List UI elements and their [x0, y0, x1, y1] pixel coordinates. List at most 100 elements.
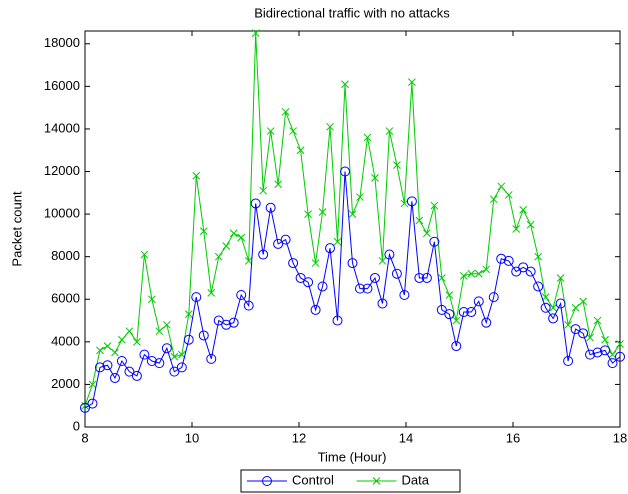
marker — [289, 127, 297, 135]
marker — [571, 303, 580, 312]
marker — [533, 281, 544, 292]
marker — [406, 196, 417, 207]
marker — [103, 342, 112, 350]
marker — [541, 293, 550, 301]
marker — [555, 298, 566, 309]
marker — [362, 283, 373, 294]
marker — [444, 309, 455, 320]
marker — [512, 225, 521, 233]
marker — [155, 327, 164, 336]
marker — [131, 370, 142, 381]
legend-marker — [372, 477, 381, 485]
marker — [198, 330, 209, 341]
marker — [341, 80, 349, 89]
marker — [222, 242, 231, 250]
marker — [184, 310, 193, 319]
marker — [214, 252, 223, 261]
x-axis-label: Time (Hour) — [318, 449, 387, 464]
marker — [482, 265, 491, 274]
marker — [421, 272, 432, 283]
marker — [556, 274, 565, 282]
x-tick-label: 18 — [613, 430, 627, 445]
marker — [452, 316, 461, 325]
marker — [244, 257, 253, 265]
marker — [393, 161, 401, 169]
marker — [429, 236, 440, 247]
marker — [585, 349, 596, 360]
marker — [497, 182, 506, 191]
marker — [326, 122, 334, 131]
marker — [161, 343, 172, 354]
marker — [540, 302, 551, 313]
marker — [146, 356, 157, 366]
marker — [437, 274, 446, 282]
marker — [163, 320, 171, 329]
marker — [332, 315, 343, 326]
x-tick-label: 16 — [506, 430, 520, 445]
marker — [600, 345, 611, 356]
marker — [317, 281, 328, 292]
marker — [459, 271, 468, 280]
marker — [311, 259, 320, 267]
marker — [169, 366, 180, 377]
y-tick-label: 6000 — [51, 291, 80, 306]
legend-label: Data — [402, 472, 430, 487]
marker — [400, 199, 409, 208]
marker — [251, 29, 260, 37]
marker — [80, 402, 90, 413]
marker — [518, 262, 529, 273]
marker — [525, 266, 536, 277]
marker — [266, 127, 275, 135]
marker — [496, 253, 507, 264]
marker — [116, 356, 127, 366]
marker — [88, 380, 97, 389]
marker — [111, 348, 119, 357]
marker — [563, 356, 574, 366]
marker — [549, 303, 557, 312]
marker — [458, 307, 469, 318]
marker — [616, 340, 624, 348]
marker — [615, 351, 625, 362]
marker — [325, 243, 336, 254]
x-tick-label: 12 — [292, 430, 306, 445]
marker — [593, 316, 602, 325]
marker — [87, 398, 98, 409]
y-tick-label: 2000 — [51, 376, 80, 391]
marker — [347, 258, 358, 269]
marker — [258, 249, 269, 260]
marker — [243, 300, 254, 311]
marker — [199, 227, 208, 235]
marker — [371, 174, 379, 182]
marker — [125, 327, 134, 336]
marker — [281, 108, 290, 116]
marker — [526, 220, 535, 229]
marker — [399, 290, 410, 300]
marker — [408, 78, 416, 86]
marker — [102, 360, 113, 371]
legend: Control Data — [240, 469, 461, 493]
marker — [176, 362, 187, 373]
marker — [124, 366, 135, 377]
marker — [81, 401, 89, 410]
marker — [377, 298, 388, 309]
marker — [310, 304, 321, 315]
marker — [207, 289, 216, 297]
y-tick-label: 14000 — [44, 120, 80, 135]
marker — [451, 341, 462, 352]
marker — [579, 297, 587, 306]
marker — [504, 191, 513, 199]
marker — [288, 258, 299, 269]
y-axis-label: Packet count — [9, 191, 24, 267]
marker — [436, 304, 447, 315]
marker — [191, 292, 202, 303]
marker — [229, 229, 238, 238]
marker — [250, 198, 261, 209]
marker — [489, 195, 498, 204]
marker — [318, 208, 327, 216]
marker — [333, 237, 342, 246]
marker — [369, 272, 380, 283]
marker — [423, 229, 431, 238]
marker — [265, 202, 276, 213]
marker — [303, 277, 314, 288]
marker — [154, 358, 165, 369]
